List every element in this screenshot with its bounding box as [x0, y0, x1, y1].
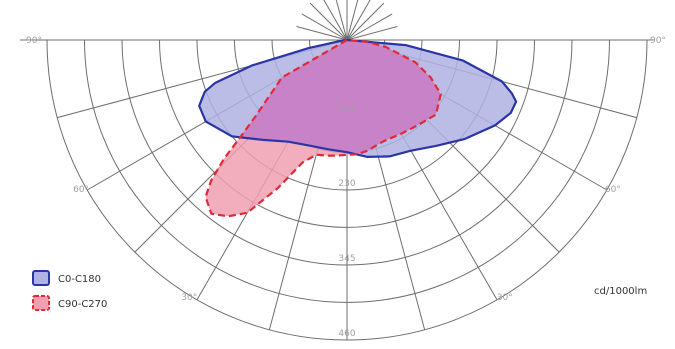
grid-spoke-top — [346, 2, 385, 41]
radial-tick-label: 345 — [338, 254, 355, 264]
angle-tick-label: 60° — [605, 185, 621, 195]
grid-spoke-top — [346, 26, 398, 41]
legend-label-series-2: C90-C270 — [58, 299, 107, 310]
label-layer: 115 230 345 460 90° 60° 30° 30° 60° 90° — [26, 36, 666, 339]
angle-tick-label: 90° — [650, 36, 666, 46]
grid-spoke-top — [296, 26, 348, 41]
series-overlap — [205, 40, 441, 157]
radial-tick-label: 230 — [338, 179, 355, 189]
series-line-c90-c270 — [204, 38, 442, 218]
legend-swatch-series-2 — [32, 295, 50, 311]
grid-spoke-top — [309, 2, 348, 41]
grid-spoke-top — [346, 13, 393, 41]
angle-tick-label: 30° — [181, 293, 197, 303]
angle-tick-label: 60° — [73, 185, 89, 195]
angle-tick-label: 30° — [497, 293, 513, 303]
legend-item-series-2: C90-C270 — [32, 295, 107, 311]
unit-label: cd/1000lm — [594, 286, 647, 297]
radial-tick-label: 460 — [338, 329, 355, 339]
grid-spoke-top — [335, 0, 348, 41]
legend-item-series-1: C0-C180 — [32, 270, 101, 286]
grid-spoke-top — [346, 0, 371, 41]
legend-swatch-series-1 — [32, 270, 50, 286]
grid-spoke-top — [301, 13, 348, 41]
series-line-c0-c180 — [198, 38, 518, 158]
series-layer — [198, 38, 518, 218]
legend: C0-C180 C90-C270 — [32, 270, 107, 311]
grid-spoke-top — [323, 0, 348, 41]
legend-label-series-1: C0-C180 — [58, 274, 101, 285]
grid-spoke-top — [346, 0, 359, 41]
radial-tick-label: 115 — [338, 104, 355, 114]
angle-tick-label: 90° — [26, 36, 42, 46]
